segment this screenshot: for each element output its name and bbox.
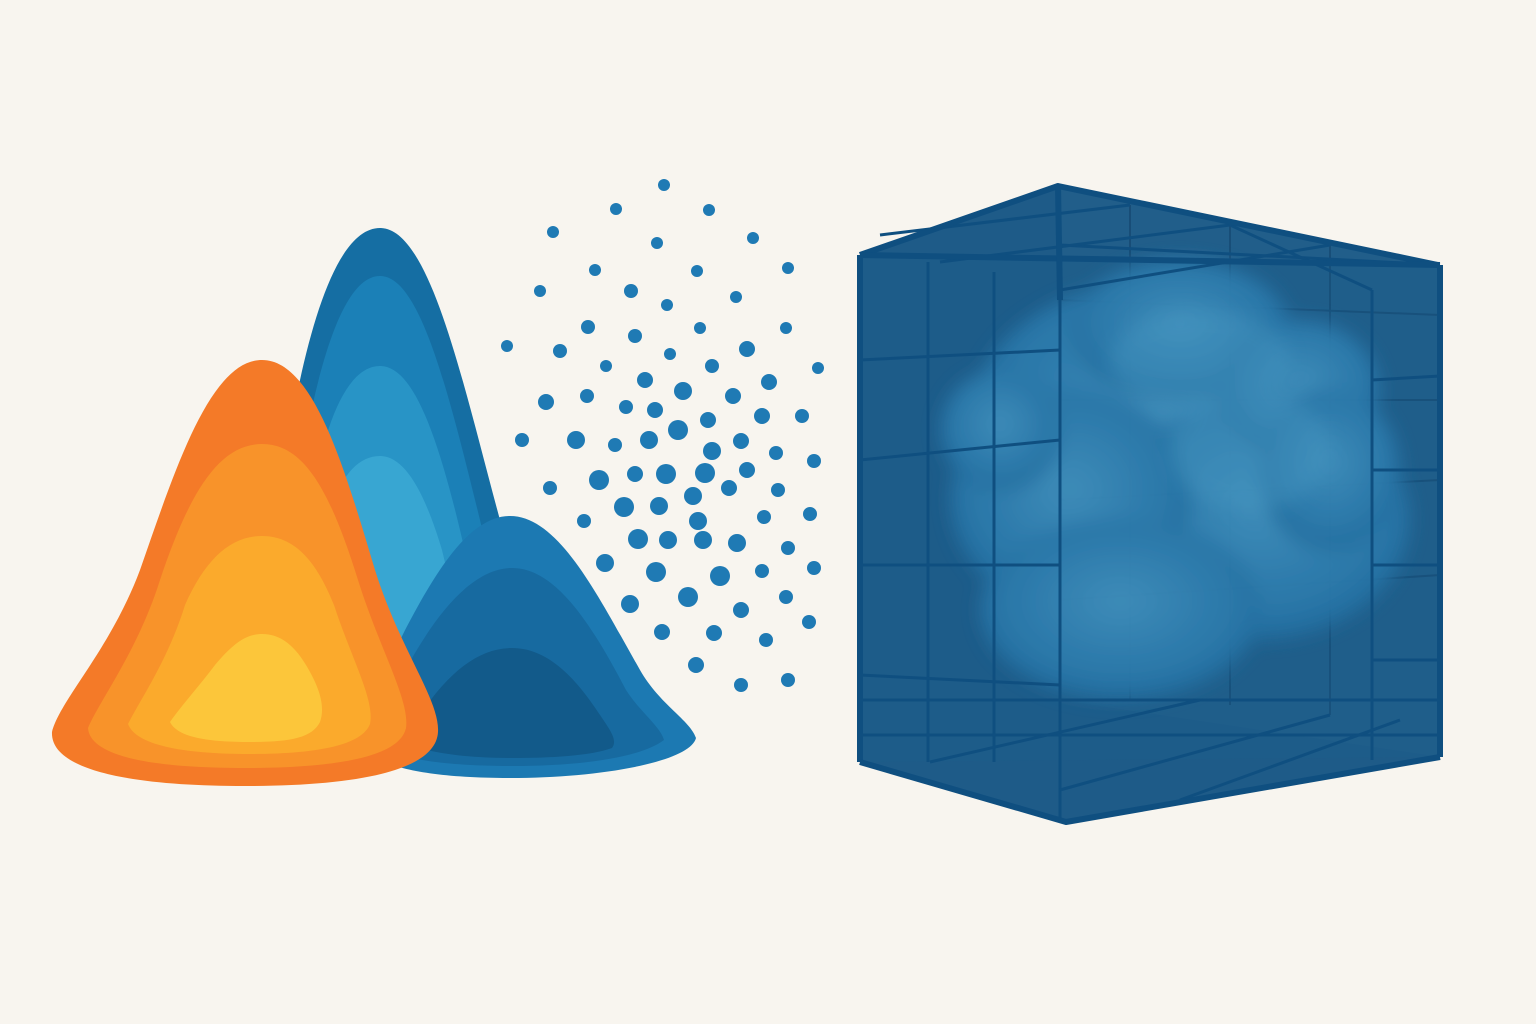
particle-dot: [627, 466, 643, 482]
particle-dot: [608, 438, 622, 452]
particle-dot: [628, 529, 648, 549]
particle-dot: [600, 360, 612, 372]
particle-dot: [654, 624, 670, 640]
particle-dot: [694, 531, 712, 549]
particle-dot: [747, 232, 759, 244]
particle-dot: [678, 587, 698, 607]
particle-dot: [703, 204, 715, 216]
particle-dot: [795, 409, 809, 423]
particle-dot: [812, 362, 824, 374]
particle-dot: [739, 341, 755, 357]
particle-dot: [656, 464, 676, 484]
particle-dot: [706, 625, 722, 641]
particle-dot: [769, 446, 783, 460]
particle-dot: [730, 291, 742, 303]
blue-small-peak: [380, 516, 696, 778]
particle-dot: [694, 322, 706, 334]
particle-dot: [577, 514, 591, 528]
particle-dot: [782, 262, 794, 274]
particle-dot: [700, 412, 716, 428]
particle-dot: [664, 348, 676, 360]
particle-dot: [581, 320, 595, 334]
distribution-peaks-icon: [51, 228, 696, 786]
particle-dot: [803, 507, 817, 521]
particle-dot: [807, 561, 821, 575]
particle-dot: [771, 483, 785, 497]
particle-dot: [684, 487, 702, 505]
particle-dot: [780, 322, 792, 334]
particle-dot: [710, 566, 730, 586]
particle-dot: [624, 284, 638, 298]
particle-dot: [567, 431, 585, 449]
particle-dot: [619, 400, 633, 414]
particle-dot: [621, 595, 639, 613]
particle-dot: [728, 534, 746, 552]
particle-dot: [543, 481, 557, 495]
cube-grid-lines: [859, 203, 1441, 822]
particle-dot: [688, 657, 704, 673]
particle-dot: [628, 329, 642, 343]
particle-dot: [689, 512, 707, 530]
particle-dot: [538, 394, 554, 410]
particle-dot: [515, 433, 529, 447]
particle-dot: [691, 265, 703, 277]
particle-dot: [759, 633, 773, 647]
particle-dot: [651, 237, 663, 249]
particle-dot: [779, 590, 793, 604]
particle-dot: [589, 470, 609, 490]
particle-dot: [802, 615, 816, 629]
cube-front-face: [860, 255, 1440, 762]
particle-dot: [703, 442, 721, 460]
particle-dot: [733, 433, 749, 449]
particle-dot: [757, 510, 771, 524]
particle-dot: [781, 673, 795, 687]
particle-dot: [761, 374, 777, 390]
particle-dot: [596, 554, 614, 572]
particle-dot: [659, 531, 677, 549]
particle-dot: [725, 388, 741, 404]
particle-dot: [674, 382, 692, 400]
particle-dot: [589, 264, 601, 276]
particle-dot: [547, 226, 559, 238]
particle-dot: [705, 359, 719, 373]
particle-dot: [807, 454, 821, 468]
particle-dot: [733, 602, 749, 618]
cube-frame: [857, 183, 1443, 825]
particle-dot: [646, 562, 666, 582]
particle-dot: [668, 420, 688, 440]
particle-dot: [640, 431, 658, 449]
particle-dot: [553, 344, 567, 358]
particle-dot: [661, 299, 673, 311]
particle-dot: [647, 402, 663, 418]
orange-peak: [51, 360, 439, 786]
particle-dot: [695, 463, 715, 483]
particle-dot: [614, 497, 634, 517]
volume-grid-cube-icon: [857, 183, 1443, 825]
particle-scatter-icon: [501, 179, 824, 692]
particle-dot: [580, 389, 594, 403]
particle-dot: [755, 564, 769, 578]
particle-dot: [721, 480, 737, 496]
particle-dot: [658, 179, 670, 191]
particle-dot: [610, 203, 622, 215]
particle-dot: [501, 340, 513, 352]
particle-dot: [637, 372, 653, 388]
particle-dot: [754, 408, 770, 424]
particle-dot: [534, 285, 546, 297]
particle-dot: [781, 541, 795, 555]
particle-dot: [734, 678, 748, 692]
particle-dot: [650, 497, 668, 515]
particle-dot: [739, 462, 755, 478]
